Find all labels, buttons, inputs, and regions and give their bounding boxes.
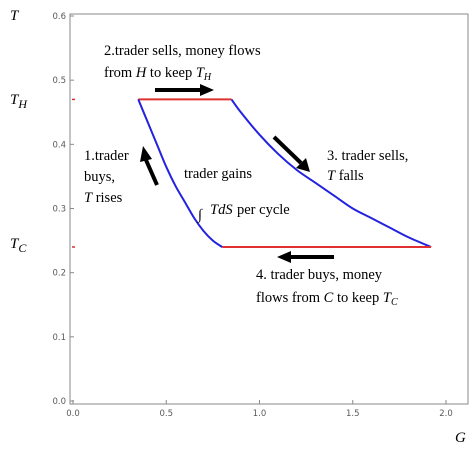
x-tick-label: 2.0 (439, 409, 453, 419)
x-tick-label: 1.5 (346, 409, 360, 419)
cycle-curves (137, 98, 432, 248)
svg-text:1.trader: 1.trader (84, 148, 129, 164)
annotation-step1: 1.trader buys, T rises (84, 148, 129, 206)
x-tick-label: 0.5 (159, 409, 173, 419)
y-tick-label: 0.1 (52, 333, 66, 343)
annotation-step4: 4. trader buys, money flows from C to ke… (256, 267, 398, 308)
x-axis-label: G (455, 430, 466, 446)
svg-text:buys,: buys, (84, 169, 115, 185)
adiabat-expansion-curve (230, 98, 432, 248)
x-tick-label: 1.0 (253, 409, 267, 419)
svg-text:3. trader sells,: 3. trader sells, (327, 148, 408, 164)
y-tick-label: 0.4 (52, 140, 66, 150)
svg-text:∫: ∫ (197, 207, 203, 223)
adiabat-compression-curve (137, 99, 223, 248)
svg-text:2.trader sells, money flows: 2.trader sells, money flows (104, 43, 261, 59)
annotation-step3: 3. trader sells, T falls (327, 148, 408, 184)
y-tick-label: 0.0 (52, 397, 66, 407)
svg-text:T falls: T falls (327, 168, 364, 184)
annotation-step2: 2.trader sells, money flows from H to ke… (104, 43, 261, 83)
svg-text:TdS: TdS (210, 202, 233, 218)
th-label: TH (10, 92, 28, 111)
y-tick-label: 0.3 (52, 205, 66, 215)
annotation-center: trader gains ∫ TdS per cycle (184, 166, 290, 223)
y-axis-label: T (10, 8, 20, 24)
y-tick-label: 0.2 (52, 269, 66, 279)
arrow-step3 (272, 135, 310, 172)
svg-text:T rises: T rises (84, 190, 123, 206)
svg-text:trader gains: trader gains (184, 166, 252, 182)
arrow-step4 (277, 251, 334, 263)
y-tick-label: 0.5 (52, 76, 66, 86)
svg-text:from H to keep TH: from H to keep TH (104, 65, 212, 83)
axis-ticks: 0.0 0.1 0.2 0.3 0.4 0.5 0.6 0.0 0.5 1.0 1.5 2.0 (52, 12, 452, 419)
svg-text:flows from C to keep TC: flows from C to keep TC (256, 290, 398, 308)
arrow-step2 (155, 84, 214, 96)
svg-text:per cycle: per cycle (237, 202, 290, 218)
arrow-step1 (140, 146, 159, 186)
tc-label: TC (10, 236, 27, 255)
svg-text:4. trader buys, money: 4. trader buys, money (256, 267, 383, 283)
y-tick-label: 0.6 (52, 12, 66, 22)
x-tick-label: 0.0 (66, 409, 80, 419)
